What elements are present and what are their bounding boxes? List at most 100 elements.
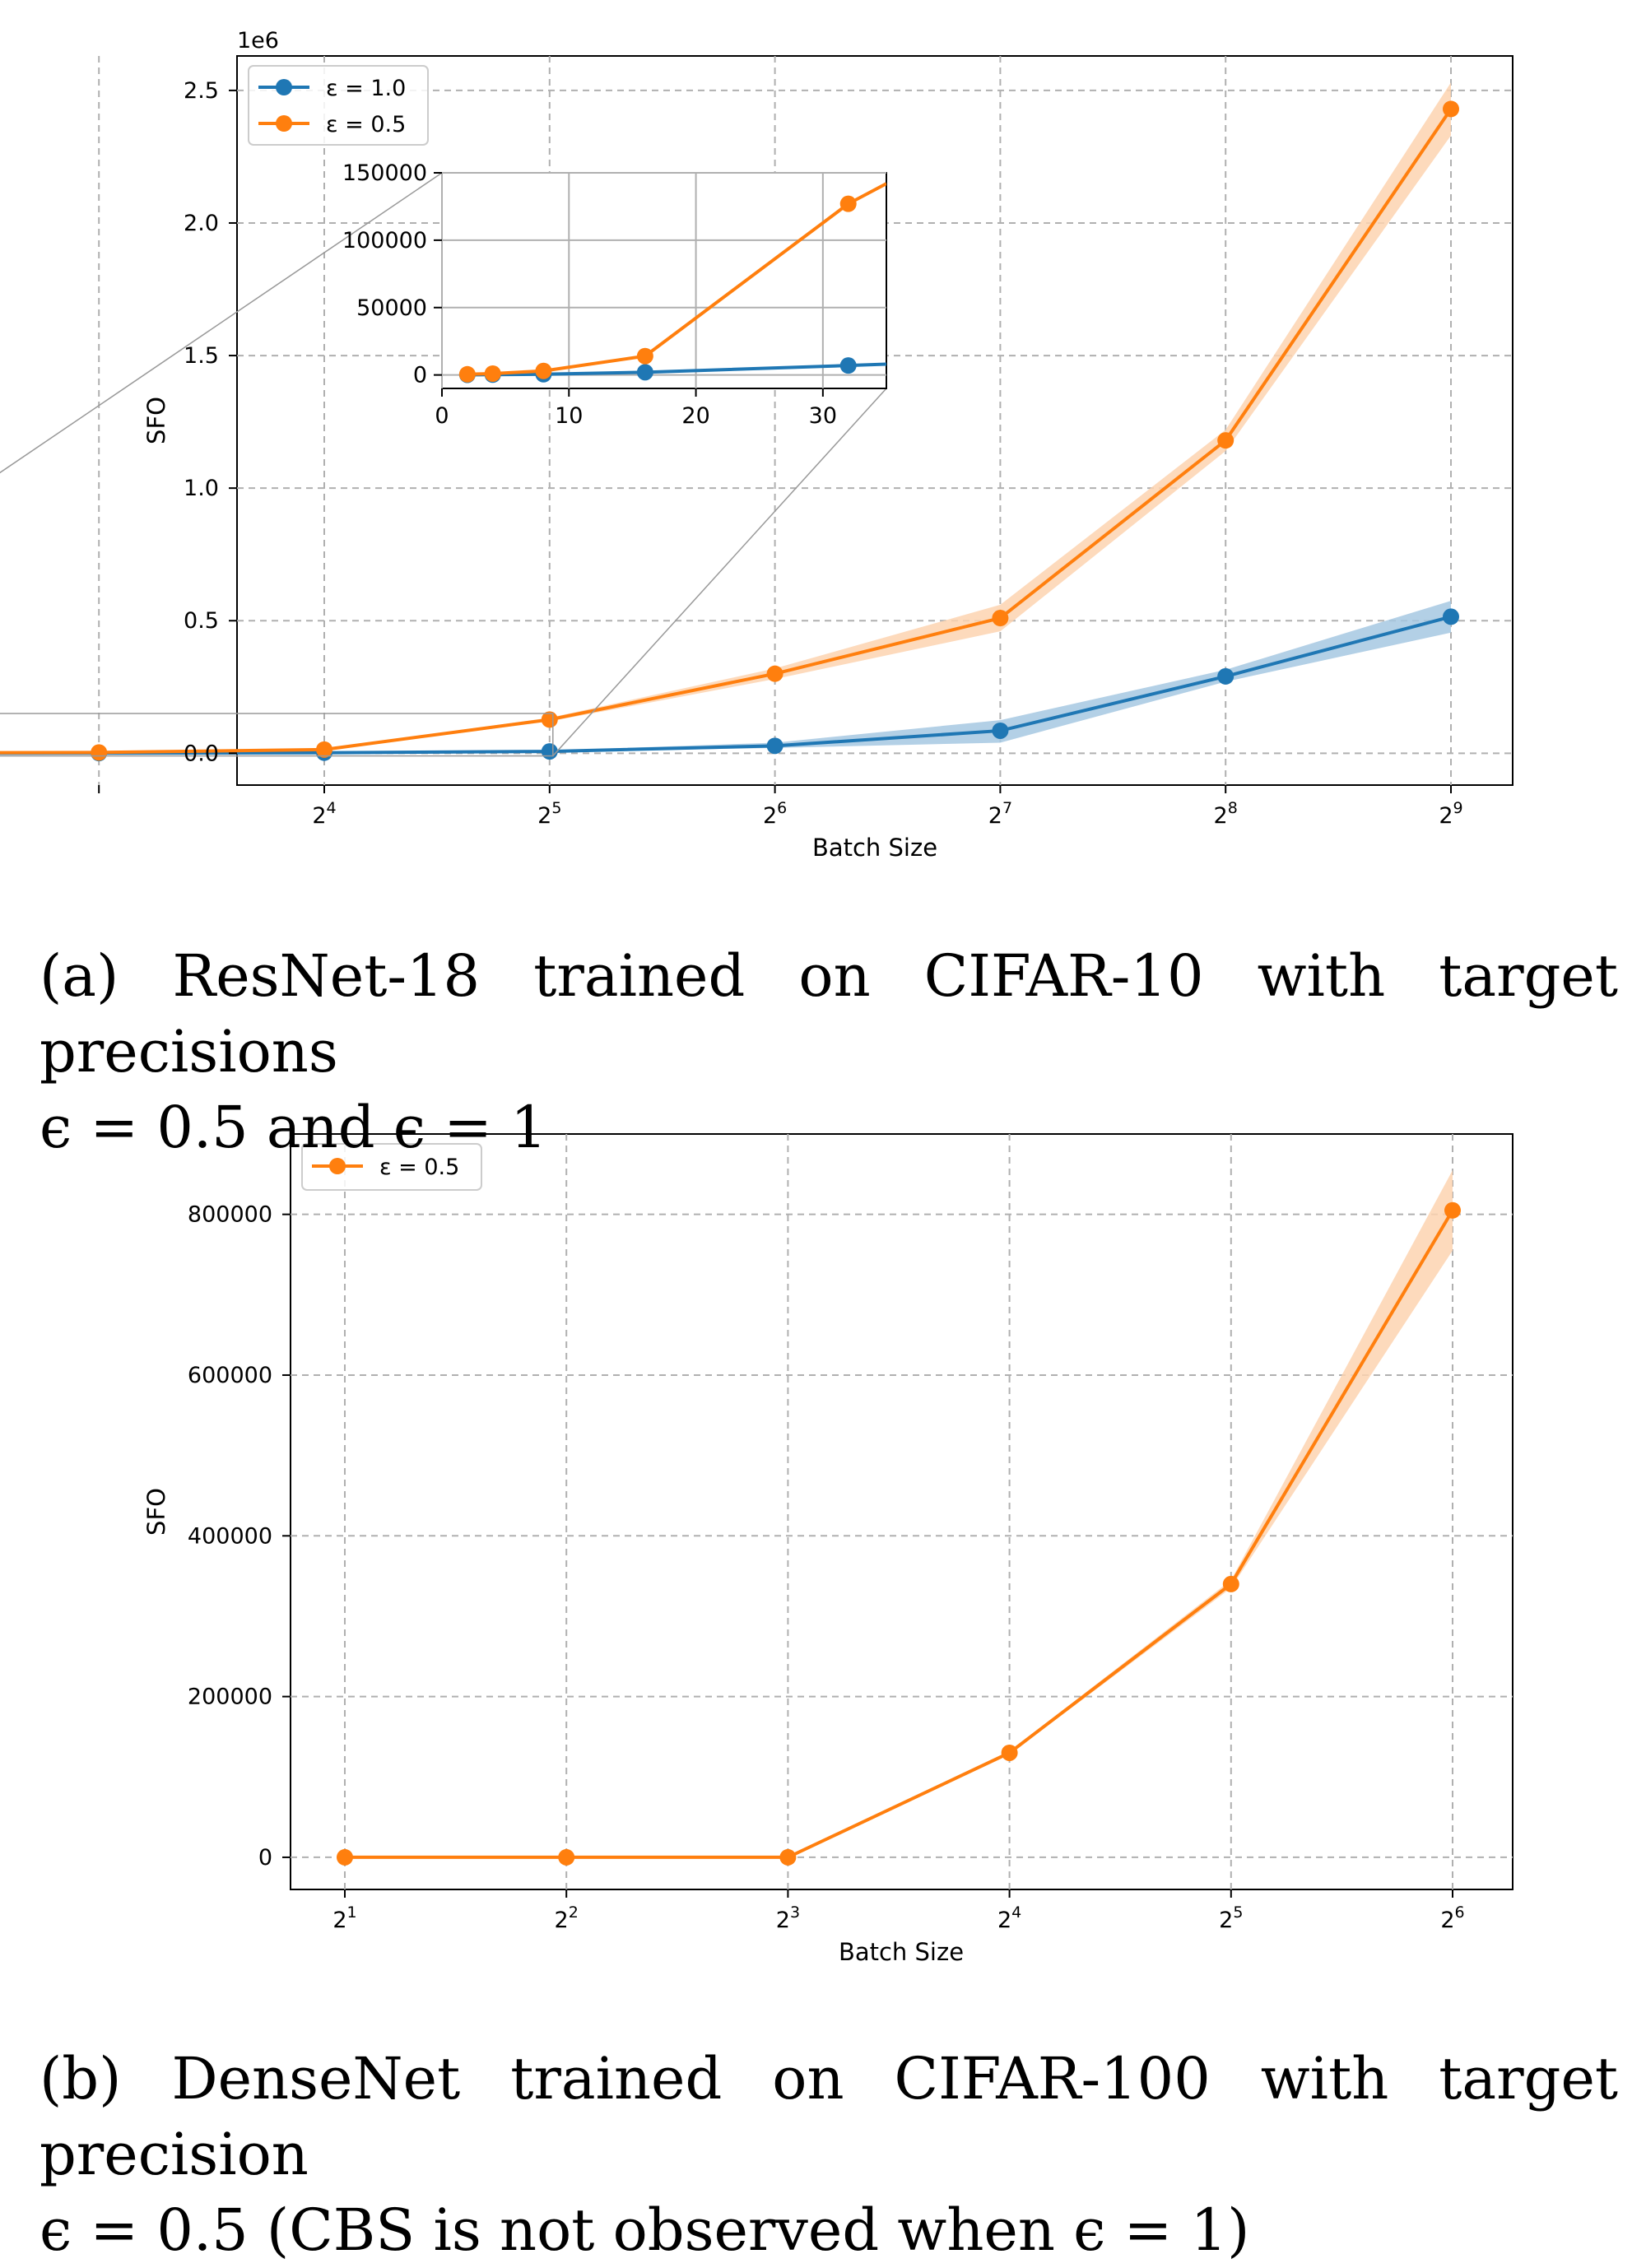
inset-series-point <box>484 365 501 382</box>
inset-ytick-label: 150000 <box>342 160 427 186</box>
inset-series-point <box>636 364 653 381</box>
chart-a-legend: ε = 1.0 ε = 0.5 <box>248 65 429 146</box>
zoom-connector <box>552 388 887 757</box>
inset-ytick-label: 100000 <box>342 228 427 253</box>
chart-b: 0 200000 400000 600000 800000 21 22 23 24 25 26 B… <box>142 1133 1513 1966</box>
chart-a: 0.0 0.5 1.0 1.5 2.0 2.5 24 25 26 27 28 29 1e6 Batc… <box>0 28 1513 862</box>
series-eps05-point <box>766 665 783 682</box>
inset-series-point <box>535 362 552 379</box>
chart-a-xtick-label: 27 <box>988 799 1012 829</box>
chart-b-ytick-label: 200000 <box>188 1685 272 1710</box>
chart-a-lines <box>0 100 1459 762</box>
series-eps1-point <box>1443 608 1459 625</box>
inset-x-ticks: 0 10 20 30 <box>435 388 837 429</box>
chart-b-lines <box>337 1201 1461 1866</box>
chart-b-ylabel: SFO <box>142 1488 170 1536</box>
inset-series-point <box>458 365 476 383</box>
series-eps05-point <box>541 711 558 728</box>
series-eps1-point <box>541 743 558 760</box>
inset-grid <box>441 172 886 388</box>
chart-b-series-eps05-line <box>345 1209 1454 1859</box>
inset-xtick-label: 0 <box>435 403 449 429</box>
legend-a-blue-marker <box>276 79 292 95</box>
series-eps1-point <box>992 722 1009 739</box>
series-eps05-point <box>316 741 332 758</box>
legend-b-orange-label: ε = 0.5 <box>379 1155 459 1180</box>
chart-b-grid <box>291 1134 1513 1889</box>
series-eps05-point <box>992 610 1009 627</box>
inset-series-point <box>636 347 653 365</box>
inset-xtick-label: 20 <box>681 403 709 429</box>
chart-b-series-eps05-point <box>779 1848 797 1866</box>
chart-b-xtick-label: 23 <box>776 1903 800 1933</box>
legend-a-blue-label: ε = 1.0 <box>326 76 406 101</box>
chart-a-ytick-label: 0.0 <box>184 741 219 766</box>
chart-a-ytick-label: 1.0 <box>184 476 219 501</box>
chart-b-series-eps05-point <box>558 1848 575 1866</box>
inset-ytick-label: 0 <box>413 363 427 388</box>
chart-a-ytick-label: 0.5 <box>184 608 219 634</box>
chart-a-xtick-label: 26 <box>763 799 787 829</box>
caption-b-line1: (b) DenseNet trained on CIFAR-100 with t… <box>40 2045 1618 2188</box>
inset-xtick-label: 30 <box>809 403 837 429</box>
inset-xtick-label: 10 <box>555 403 583 429</box>
chart-b-xtick-label: 24 <box>997 1903 1021 1933</box>
chart-b-series-eps05-point <box>1222 1575 1239 1592</box>
chart-a-bands <box>0 82 1451 754</box>
inset-series-point <box>839 357 857 374</box>
inset-y-ticks: 0 50000 100000 150000 <box>342 160 442 388</box>
chart-b-series-eps05-point <box>1444 1201 1461 1219</box>
chart-a-xtick-label: 29 <box>1439 799 1462 829</box>
series-eps1-point <box>1217 667 1234 685</box>
chart-b-xtick-label: 22 <box>555 1903 579 1933</box>
chart-b-series-eps05-point <box>1001 1744 1018 1761</box>
chart-b-plot-area <box>290 1133 1513 1890</box>
caption-a-line2: ϵ = 0.5 and ϵ = 1 <box>40 1094 547 1161</box>
chart-a-plot-area <box>236 55 1513 786</box>
legend-a-orange-marker <box>276 115 292 132</box>
chart-b-ytick-label: 600000 <box>188 1363 272 1388</box>
chart-a-ytick-label: 2.5 <box>184 78 219 104</box>
zoom-box <box>0 713 554 757</box>
series-eps1-band <box>0 601 1451 754</box>
chart-a-ytick-label: 1.5 <box>184 343 219 369</box>
chart-b-xtick-label: 25 <box>1219 1903 1243 1933</box>
series-eps05-point <box>1443 100 1459 118</box>
inset-lines <box>458 182 886 383</box>
chart-b-series-eps05-point <box>337 1848 353 1866</box>
chart-b-x-ticks: 21 22 23 24 25 26 <box>332 1889 1465 1933</box>
chart-b-ytick-label: 0 <box>258 1845 272 1871</box>
chart-a-xtick-label: 25 <box>537 799 561 829</box>
legend-b-orange-marker <box>329 1158 346 1174</box>
caption-b: (b) DenseNet trained on CIFAR-100 with t… <box>40 2041 1618 2268</box>
series-eps1-point <box>766 737 783 755</box>
caption-b-line2: ϵ = 0.5 (CBS is not observed when ϵ = 1) <box>40 2196 1250 2264</box>
series-eps05-point <box>91 744 108 761</box>
chart-b-xlabel: Batch Size <box>839 1938 964 1966</box>
inset-series-point <box>839 195 857 212</box>
legend-a-orange-label: ε = 0.5 <box>326 112 406 137</box>
caption-a-line1: (a) ResNet-18 trained on CIFAR-10 with t… <box>40 942 1618 1085</box>
chart-b-xtick-label: 21 <box>332 1903 356 1933</box>
chart-a-xtick-label: 28 <box>1214 799 1238 829</box>
chart-a-y-offset: 1e6 <box>237 28 279 53</box>
chart-a-x-ticks: 24 25 26 27 28 29 <box>98 785 1463 829</box>
zoom-connector <box>0 172 443 474</box>
chart-b-ytick-label: 400000 <box>188 1523 272 1549</box>
inset-plot-area <box>441 172 887 389</box>
chart-b-legend: ε = 0.5 <box>301 1143 482 1191</box>
chart-a-xlabel: Batch Size <box>812 834 937 862</box>
chart-a-y-ticks: 0.0 0.5 1.0 1.5 2.0 2.5 <box>184 78 237 766</box>
chart-a-zoom-indicator <box>0 172 887 757</box>
chart-a-ylabel: SFO <box>142 397 170 444</box>
chart-a-inset: 0 50000 100000 150000 0 10 20 30 <box>342 160 887 429</box>
chart-b-xtick-label: 26 <box>1440 1903 1464 1933</box>
inset-ytick-label: 50000 <box>356 295 427 321</box>
series-eps05-point <box>1217 432 1234 449</box>
chart-a-xtick-label: 24 <box>312 799 336 829</box>
chart-b-legend-box <box>301 1143 482 1191</box>
chart-b-ytick-label: 800000 <box>188 1202 272 1228</box>
chart-a-ytick-label: 2.0 <box>184 211 219 236</box>
caption-a: (a) ResNet-18 trained on CIFAR-10 with t… <box>40 938 1618 1165</box>
